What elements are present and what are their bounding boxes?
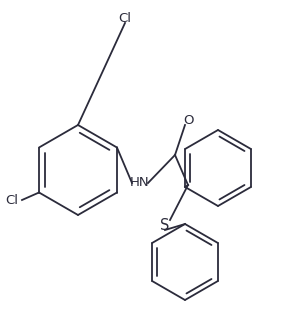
Text: O: O (183, 113, 193, 127)
Text: S: S (160, 217, 170, 233)
Text: Cl: Cl (119, 11, 132, 25)
Text: HN: HN (130, 176, 150, 190)
Text: Cl: Cl (6, 194, 19, 207)
